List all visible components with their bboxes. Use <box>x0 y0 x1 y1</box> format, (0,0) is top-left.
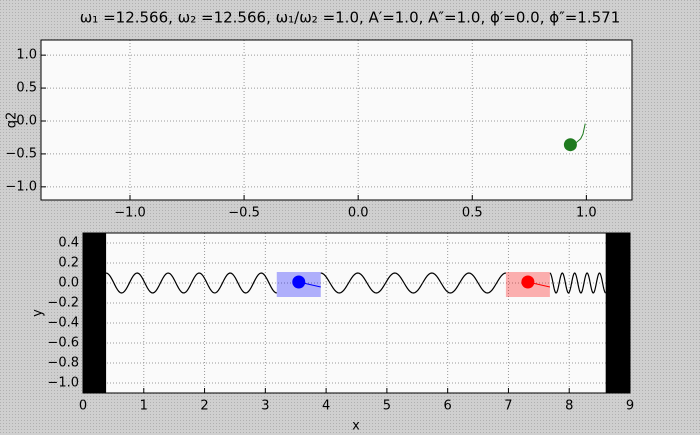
wall <box>605 233 630 393</box>
x-tick-label: 7 <box>504 399 512 414</box>
x-tick-label: 1 <box>140 399 148 414</box>
y-tick-label: −0.6 <box>47 336 79 351</box>
x-tick-label: 4 <box>322 399 330 414</box>
plot-frame <box>82 232 631 394</box>
y-tick-label: 0.4 <box>58 236 79 251</box>
y-tick-label: −0.2 <box>47 296 79 311</box>
x-tick-label: 0 <box>79 399 87 414</box>
y-axis-label: y <box>31 309 46 317</box>
y-tick-label: 0.0 <box>58 276 79 291</box>
mass <box>292 275 306 289</box>
y-tick-label: −1.0 <box>5 179 37 194</box>
spring <box>105 272 277 294</box>
x-tick-label: 2 <box>200 399 208 414</box>
x-tick-label: 0.5 <box>462 206 483 221</box>
point <box>563 138 577 152</box>
y-tick-label: −1.0 <box>47 376 79 391</box>
plot-frame <box>40 39 633 201</box>
x-tick-label: 5 <box>383 399 391 414</box>
x-tick-label: −1.0 <box>114 206 146 221</box>
x-tick-label: 0.0 <box>348 206 369 221</box>
x-tick-label: 6 <box>444 399 452 414</box>
y-tick-label: 0.5 <box>16 81 37 96</box>
x-tick-label: 9 <box>626 399 634 414</box>
x-axis-label: x <box>352 419 360 434</box>
wall <box>83 233 107 393</box>
plot-area <box>41 40 632 200</box>
chart-title: ω₁ =12.566, ω₂ =12.566, ω₁/ω₂ =1.0, A′=1… <box>80 9 621 27</box>
y-tick-label: 0.2 <box>58 256 79 271</box>
y-tick-label: 0.0 <box>16 113 37 128</box>
plot-area <box>83 233 630 393</box>
x-tick-label: 8 <box>565 399 573 414</box>
spring <box>320 272 507 294</box>
x-tick-label: 3 <box>261 399 269 414</box>
y-tick-label: −0.8 <box>47 356 79 371</box>
y-tick-label: 1.0 <box>16 48 37 63</box>
x-tick-label: −0.5 <box>228 206 260 221</box>
spring <box>549 272 606 294</box>
x-tick-label: 1.0 <box>576 206 597 221</box>
y-tick-label: −0.5 <box>5 146 37 161</box>
y-tick-label: −0.4 <box>47 316 79 331</box>
y-axis-label: q2 <box>5 112 20 129</box>
mass <box>521 275 535 289</box>
